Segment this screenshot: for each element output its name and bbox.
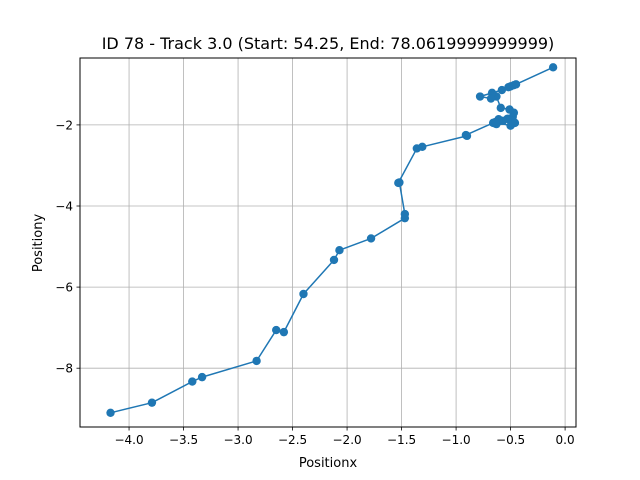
- track-point: [511, 80, 521, 89]
- x-tick-label: −3.5: [169, 433, 198, 447]
- track-point: [497, 85, 507, 95]
- track-point: [491, 117, 500, 127]
- track-point: [366, 234, 376, 243]
- track-point: [418, 142, 427, 152]
- x-tick-label: 0.0: [556, 433, 575, 447]
- series-layer: [106, 63, 558, 418]
- track-point: [299, 289, 308, 299]
- y-tick-label: −2: [55, 118, 73, 132]
- track-point: [197, 372, 207, 382]
- track-point: [400, 209, 410, 219]
- track-point: [486, 94, 496, 103]
- track-point: [461, 130, 471, 140]
- x-tick-label: −3.0: [223, 433, 252, 447]
- track-point: [394, 178, 403, 188]
- track-point: [329, 255, 339, 265]
- x-axis-label: Positionx: [299, 456, 358, 471]
- track-point: [279, 327, 289, 337]
- x-tick-label: −2.0: [333, 433, 362, 447]
- y-tick-label: −4: [55, 200, 73, 214]
- x-tick-label: −1.0: [442, 433, 471, 447]
- x-tick-label: −4.0: [114, 433, 143, 447]
- track-point: [548, 63, 558, 72]
- y-tick-label: −8: [55, 362, 73, 376]
- x-tick-label: −0.5: [496, 433, 525, 447]
- track-point: [106, 408, 115, 418]
- y-tick-label: −6: [55, 281, 73, 295]
- x-tick-label: −1.5: [387, 433, 416, 447]
- track-point: [147, 398, 157, 407]
- track-point: [272, 325, 281, 335]
- track-point: [252, 356, 261, 366]
- track-point: [505, 105, 514, 114]
- x-tick-label: −2.5: [278, 433, 307, 447]
- y-axis-label: Positiony: [31, 214, 46, 273]
- y-axis-ticks: −8 −6 −4 −2: [55, 118, 80, 376]
- chart-title: ID 78 - Track 3.0 (Start: 54.25, End: 78…: [102, 34, 555, 53]
- plot-area-frame: [79, 57, 577, 428]
- track-point: [188, 377, 197, 386]
- track-point: [496, 103, 505, 113]
- track-point: [335, 246, 344, 255]
- track-point: [506, 121, 515, 130]
- x-axis-ticks: −4.0 −3.5 −3.0 −2.5 −2.0 −1.5 −1.0 −0.5 0.0: [114, 427, 575, 447]
- track-point: [475, 92, 485, 101]
